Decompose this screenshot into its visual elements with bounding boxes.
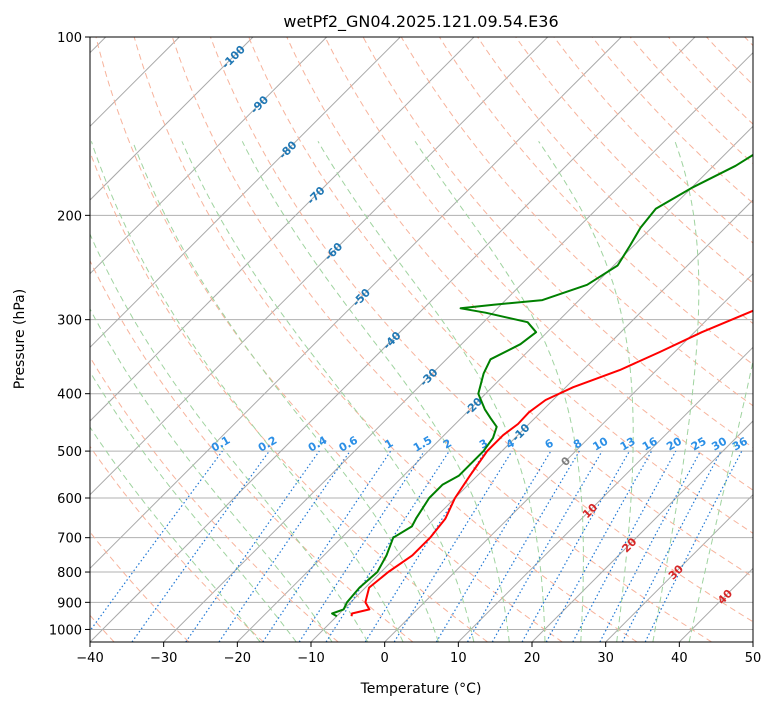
mixing-ratio-line: [185, 450, 320, 642]
y-tick-label: 800: [57, 566, 82, 581]
dry-adiabat: [591, 37, 753, 204]
y-tick-label: 900: [57, 596, 82, 611]
mixing-ratio-line: [218, 450, 351, 642]
x-tick-label: −10: [297, 651, 324, 666]
isotherm-gridline: [90, 37, 401, 349]
mixing-ratio-line: [572, 450, 677, 642]
moist-adiabat: [90, 232, 369, 642]
y-tick-label: 400: [57, 388, 82, 403]
isotherm-gridline: [90, 37, 254, 201]
mixing-ratio-line: [325, 450, 450, 642]
x-tick-label: 30: [597, 651, 614, 666]
moist-adiabat: [688, 358, 753, 642]
x-tick-label: 40: [671, 651, 688, 666]
mixing-ratio-line: [393, 450, 513, 642]
x-tick-label: 0: [381, 651, 389, 666]
mixing-ratio-line: [545, 450, 653, 642]
mixing-ratio-line: [90, 450, 223, 632]
dry-adiabat: [133, 37, 638, 642]
dry-adiabat: [90, 445, 264, 642]
moist-adiabat: [90, 141, 404, 642]
isotherm-gridline: [90, 37, 622, 570]
x-tick-label: −20: [224, 651, 251, 666]
moist-adiabat: [90, 370, 297, 642]
isotherm-gridline: [531, 420, 753, 642]
moist-adiabat: [317, 141, 546, 642]
y-tick-label: 700: [57, 532, 82, 547]
moist-adiabat: [652, 141, 700, 642]
mixing-ratio-line: [364, 450, 486, 642]
dry-adiabat: [248, 37, 753, 578]
isotherm-gridline: [457, 346, 753, 642]
moist-adiabat: [132, 141, 439, 642]
dry-adiabat: [515, 37, 753, 284]
dry-adiabat: [95, 37, 563, 642]
plot-frame: [89, 36, 754, 643]
y-tick-label: 600: [57, 492, 82, 507]
isotherm-gridline: [90, 37, 475, 422]
isotherm-gridline: [90, 37, 549, 496]
isotherm-gridline: [90, 37, 696, 642]
x-tick-label: 50: [745, 651, 762, 666]
axes: −40 −30 −20 −10 0 10 20 30 40 50 1000 900 800 700 600 5…: [49, 31, 761, 666]
y-tick-label: 1000: [49, 623, 82, 638]
mixing-ratio-line: [131, 450, 270, 642]
chart-title: wetPf2_GN04.2025.121.09.54.E36: [283, 12, 558, 32]
mixing-ratio-line: [435, 450, 552, 642]
moist-adiabat: [90, 426, 261, 642]
mixing-ratio-line: [466, 450, 580, 642]
moist-adiabat: [181, 141, 475, 642]
y-tick-label: 300: [57, 314, 82, 329]
x-tick-label: 10: [450, 651, 467, 666]
isotherm-gridline: [605, 493, 753, 642]
moist-adiabat: [241, 141, 510, 642]
x-axis-label: Temperature (°C): [360, 681, 482, 697]
moist-adiabat: [538, 141, 634, 642]
mixing-ratio-line: [521, 450, 631, 642]
mixing-ratio-line: [491, 450, 603, 642]
dry-adiabat: [477, 37, 753, 325]
y-tick-label: 200: [57, 209, 82, 224]
isotherm-gridline: [90, 37, 328, 275]
x-tick-label: −40: [76, 651, 103, 666]
dry-adiabat: [210, 37, 753, 623]
x-tick-label: 20: [524, 651, 541, 666]
dewpoint-profile-line: [331, 153, 753, 618]
temperature-profile-line: [350, 309, 753, 617]
isotherm-gridline: [236, 125, 753, 642]
isotherm-gridline: [163, 51, 753, 642]
dry-adiabat: [90, 259, 414, 642]
y-tick-label: 100: [57, 31, 82, 46]
dry-adiabat: [324, 37, 753, 491]
dry-adiabat: [362, 37, 753, 449]
dry-adiabat: [629, 37, 753, 165]
dry-adiabat: [400, 37, 753, 407]
y-tick-label: 500: [57, 445, 82, 460]
y-axis-label: Pressure (hPa): [12, 289, 28, 389]
dry-adiabat: [171, 37, 712, 642]
x-tick-label: −30: [150, 651, 177, 666]
